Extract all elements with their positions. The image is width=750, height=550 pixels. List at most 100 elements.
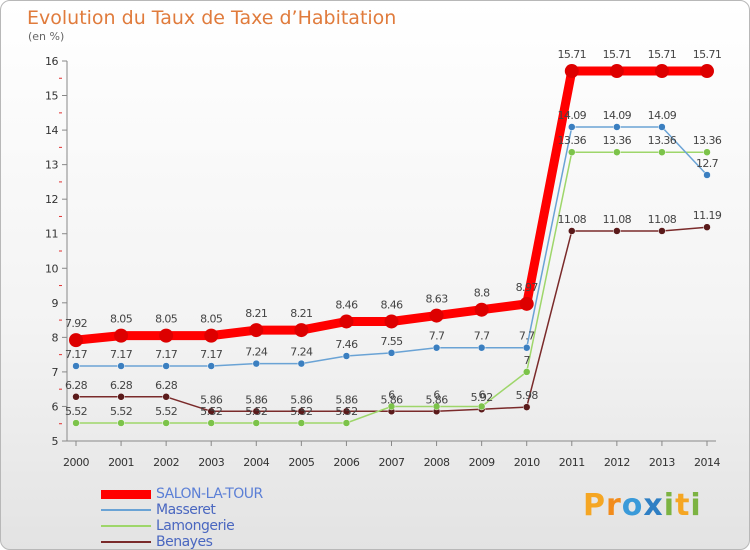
data-point — [613, 123, 621, 131]
data-point — [162, 393, 170, 401]
x-tick-label: 2001 — [108, 456, 134, 469]
data-label: 7.17 — [200, 348, 223, 361]
data-point — [609, 64, 624, 79]
y-tick-label: 7 — [52, 366, 59, 379]
data-label: 7.7 — [519, 330, 535, 343]
data-label: 15.71 — [603, 48, 632, 61]
legend-item: SALON-LA-TOUR — [101, 486, 263, 502]
data-label: 5.52 — [155, 405, 177, 418]
data-label: 7.24 — [245, 346, 268, 359]
data-point — [207, 362, 215, 370]
data-label: 8.05 — [110, 313, 133, 326]
data-label: 7.24 — [290, 346, 313, 359]
data-point — [703, 148, 711, 156]
data-label: 5.52 — [65, 405, 87, 418]
y-tick-label: 6 — [52, 400, 59, 413]
data-point — [658, 227, 666, 235]
data-point — [162, 362, 170, 370]
y-tick-label: 16 — [45, 55, 58, 68]
y-tick-label: 10 — [45, 262, 58, 275]
data-point — [72, 419, 80, 427]
data-point — [522, 343, 531, 352]
data-point — [432, 343, 441, 352]
data-label: 5.52 — [200, 405, 222, 418]
data-point — [117, 393, 125, 401]
x-tick-label: 2003 — [198, 456, 224, 469]
x-tick-label: 2014 — [694, 456, 720, 469]
x-tick-label: 2009 — [469, 456, 495, 469]
y-tick-label: 15 — [45, 90, 58, 103]
data-point — [519, 296, 534, 311]
data-label: 5.86 — [290, 393, 313, 406]
y-tick-label: 12 — [45, 193, 58, 206]
logo-letter: r — [606, 488, 622, 523]
logo-letter: x — [643, 488, 664, 523]
data-point — [384, 314, 399, 329]
data-point — [613, 227, 621, 235]
data-point — [700, 64, 714, 79]
data-point — [297, 407, 306, 416]
data-label: 13.36 — [558, 134, 587, 147]
data-label: 7.17 — [110, 348, 133, 361]
data-point — [477, 343, 486, 352]
data-label: 5.52 — [290, 405, 312, 418]
y-tick-label: 5 — [52, 435, 59, 448]
logo-letter: o — [621, 488, 644, 523]
legend-swatch — [101, 525, 151, 527]
data-point — [658, 148, 666, 156]
data-label: 14.09 — [648, 109, 677, 122]
data-label: 8.46 — [380, 298, 403, 311]
data-label: 13.36 — [603, 134, 632, 147]
data-point — [252, 407, 261, 416]
data-label: 6 — [388, 388, 395, 401]
data-label: 14.09 — [558, 109, 587, 122]
data-label: 6 — [478, 388, 485, 401]
data-point — [294, 323, 309, 338]
data-label: 7 — [524, 354, 531, 367]
legend-label: Lamongerie — [156, 518, 235, 534]
data-point — [522, 368, 531, 376]
data-label: 6.28 — [155, 379, 178, 392]
data-label: 5.98 — [516, 389, 539, 402]
data-point — [568, 227, 576, 235]
data-label: 7.92 — [65, 317, 87, 330]
x-tick-label: 2005 — [288, 456, 314, 469]
x-tick-label: 2002 — [153, 456, 179, 469]
data-point — [342, 407, 351, 416]
data-point — [162, 419, 170, 427]
legend-swatch — [101, 489, 151, 499]
x-tick-label: 2010 — [514, 456, 540, 469]
data-label: 7.17 — [65, 348, 88, 361]
data-label: 13.36 — [693, 134, 722, 147]
legend-item: Lamongerie — [101, 518, 235, 534]
legend-item: Benayes — [101, 534, 213, 550]
data-label: 11.08 — [603, 213, 632, 226]
data-point — [613, 148, 621, 156]
data-label: 7.17 — [155, 348, 178, 361]
logo-letter: i — [690, 488, 702, 523]
data-label: 5.92 — [471, 391, 493, 404]
legend-label: Benayes — [156, 534, 213, 550]
legend-swatch — [101, 509, 151, 511]
data-label: 8.05 — [155, 313, 178, 326]
legend-label: SALON-LA-TOUR — [156, 486, 263, 502]
series-line — [76, 126, 708, 367]
data-label: 8.21 — [290, 307, 312, 320]
y-tick-label: 8 — [52, 331, 59, 344]
data-point — [339, 314, 354, 329]
data-label: 7.7 — [474, 330, 490, 343]
data-label: 15.71 — [558, 48, 587, 61]
data-point — [249, 323, 264, 338]
logo-letter: i — [663, 488, 676, 523]
data-label: 7.46 — [335, 338, 358, 351]
data-label: 15.71 — [693, 48, 722, 61]
data-label: 7.55 — [380, 335, 403, 348]
data-point — [522, 403, 531, 411]
data-point — [297, 359, 306, 368]
y-tick-label: 13 — [45, 159, 58, 172]
data-label: 5.86 — [380, 393, 403, 406]
data-label: 8.21 — [245, 307, 267, 320]
data-point — [117, 419, 125, 427]
